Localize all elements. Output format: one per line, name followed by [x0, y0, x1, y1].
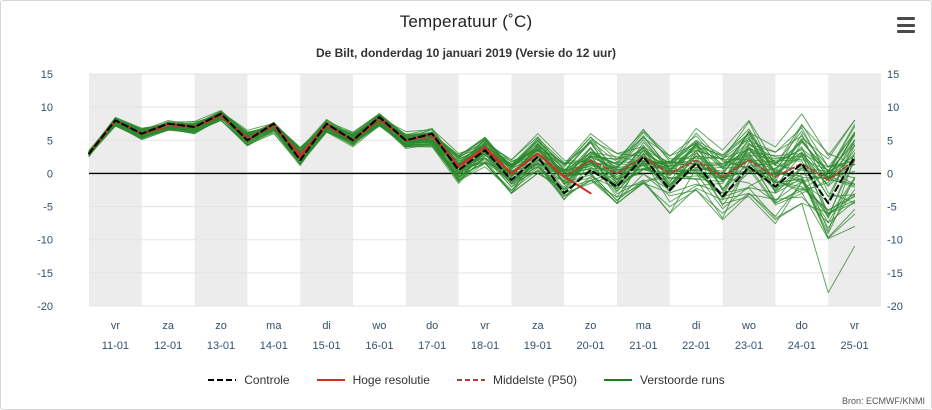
x-label-date: 12-01	[154, 340, 182, 352]
y-tick-label-left: 5	[47, 135, 53, 147]
legend-line-sample	[604, 379, 633, 381]
ensemble-member-line	[88, 117, 856, 215]
legend-label: Verstoorde runs	[640, 373, 725, 387]
x-label-weekday: zo	[215, 320, 227, 332]
y-tick-label-left: 15	[41, 69, 53, 81]
x-label-weekday: vr	[480, 320, 490, 332]
legend-label: Middelste (P50)	[492, 373, 578, 387]
legend-label: Hoge resolutie	[352, 373, 430, 387]
hamburger-menu-icon[interactable]	[895, 15, 919, 35]
legend-label: Controle	[244, 373, 290, 387]
hamburger-bar	[897, 30, 915, 33]
chart-title: Temperatuur (˚C)	[399, 12, 533, 31]
y-tick-label-left: 0	[47, 168, 53, 180]
legend-item-controle[interactable]: Controle	[207, 373, 290, 387]
x-label-date: 23-01	[735, 340, 763, 352]
x-label-date: 22-01	[682, 340, 710, 352]
ensemble-member-line	[88, 111, 856, 238]
x-label-date: 20-01	[577, 340, 605, 352]
x-label-date: 13-01	[207, 340, 235, 352]
legend: Controle Hoge resolutie Middelste (P50) Ver…	[1, 373, 931, 387]
x-label-weekday: za	[532, 320, 545, 332]
chart-subtitle: De Bilt, donderdag 10 januari 2019 (Vers…	[315, 46, 617, 60]
y-tick-label-left: -10	[37, 235, 53, 247]
legend-item-hoge-resolutie[interactable]: Hoge resolutie	[316, 373, 430, 387]
x-label-date: 11-01	[102, 340, 129, 352]
y-tick-label-right: 15	[887, 69, 899, 81]
legend-line-sample	[316, 379, 345, 381]
y-tick-label-right: -20	[887, 301, 903, 313]
x-label-weekday: zo	[585, 320, 597, 332]
x-label-weekday: wo	[371, 320, 386, 332]
x-label-weekday: ma	[636, 320, 652, 332]
x-label-date: 14-01	[260, 340, 288, 352]
x-label-date: 21-01	[629, 340, 657, 352]
x-label-weekday: do	[796, 320, 808, 332]
legend-line-sample	[208, 379, 237, 381]
x-label-date: 18-01	[471, 340, 499, 352]
x-label-weekday: ma	[266, 320, 282, 332]
ensemble-member-line	[88, 119, 856, 294]
legend-item-middelste-p50-[interactable]: Middelste (P50)	[456, 373, 577, 387]
credits: Bron: ECMWF/KNMI	[841, 396, 925, 406]
day-band	[89, 74, 142, 306]
day-band	[458, 74, 512, 306]
y-tick-label-left: -20	[37, 301, 53, 313]
y-tick-label-left: 10	[41, 102, 53, 114]
day-band	[141, 74, 195, 306]
x-label-weekday: di	[692, 320, 701, 332]
day-band	[353, 74, 406, 306]
x-label-date: 16-01	[365, 340, 393, 352]
hamburger-bar	[897, 23, 915, 27]
x-label-date: 19-01	[524, 340, 552, 352]
x-label-date: 24-01	[788, 340, 816, 352]
day-band	[194, 74, 248, 306]
x-label-weekday: vr	[850, 320, 860, 332]
y-tick-label-right: 10	[887, 102, 899, 114]
x-label-date: 15-01	[313, 340, 341, 352]
x-label-date: 25-01	[841, 340, 869, 352]
legend-line-sample	[456, 379, 485, 381]
y-tick-label-right: -10	[887, 235, 903, 247]
x-label-weekday: di	[322, 320, 331, 332]
x-label-date: 17-01	[418, 340, 446, 352]
y-tick-label-left: -15	[37, 268, 53, 280]
day-band	[405, 74, 459, 306]
hamburger-bar	[897, 17, 915, 20]
y-tick-label-right: -15	[887, 268, 903, 280]
day-band	[511, 74, 565, 306]
x-label-weekday: do	[426, 320, 438, 332]
x-label-weekday: wo	[741, 320, 756, 332]
legend-item-verstoorde-runs[interactable]: Verstoorde runs	[603, 373, 725, 387]
y-tick-label-right: 5	[887, 135, 893, 147]
control-line	[88, 112, 856, 205]
y-tick-label-right: 0	[887, 168, 893, 180]
day-band	[247, 74, 301, 306]
x-label-weekday: za	[162, 320, 175, 332]
day-band	[722, 74, 776, 306]
day-band	[300, 74, 353, 306]
x-label-weekday: vr	[111, 320, 121, 332]
p50-line	[88, 116, 856, 181]
y-tick-label-right: -5	[887, 202, 897, 214]
y-tick-label-left: -5	[43, 202, 53, 214]
